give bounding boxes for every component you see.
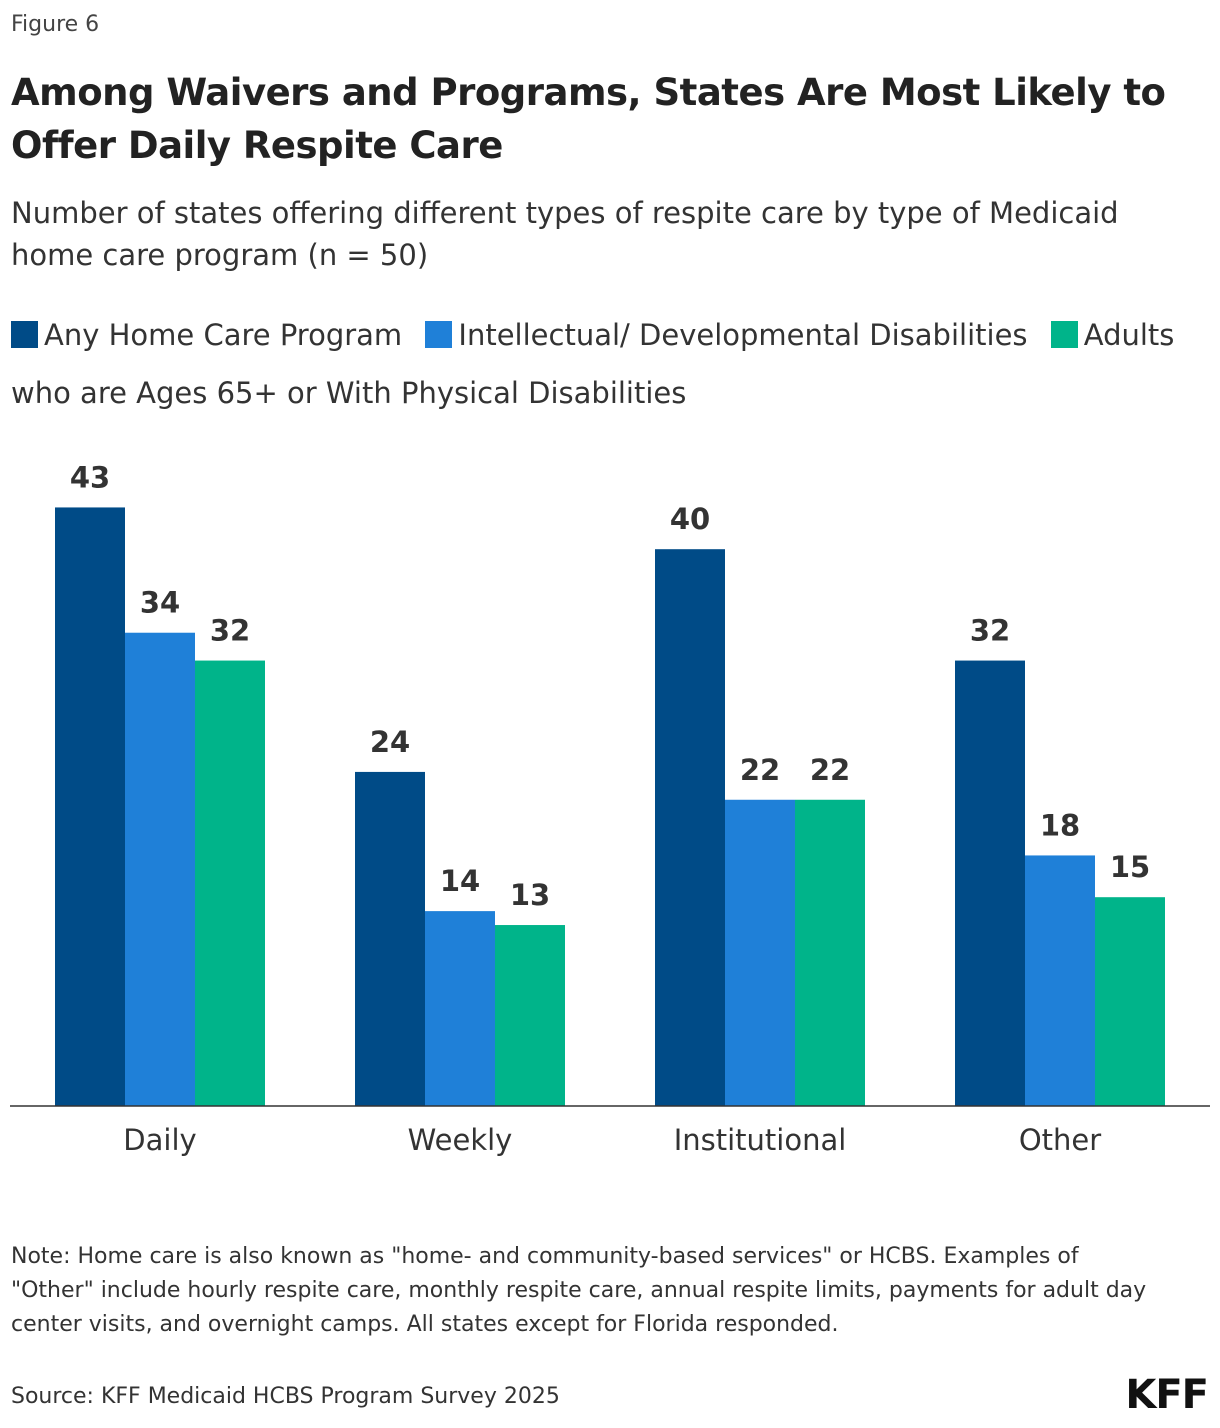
data-label: 14 xyxy=(440,864,480,898)
kff-logo: KFF xyxy=(1125,1372,1209,1418)
legend-swatch xyxy=(425,321,453,348)
bar xyxy=(1095,897,1165,1106)
legend-swatch xyxy=(11,321,38,348)
bar xyxy=(495,925,565,1106)
legend-item: Intellectual/ Developmental Disabilities xyxy=(425,318,1028,352)
legend-item: Any Home Care Program xyxy=(11,318,402,352)
data-label: 32 xyxy=(970,614,1010,648)
legend-swatch xyxy=(1050,321,1078,348)
chart-subtitle: Number of states offering different type… xyxy=(11,196,1119,272)
legend: Any Home Care Program Intellectual/ Deve… xyxy=(11,306,1216,422)
x-tick-label: Institutional xyxy=(674,1123,847,1157)
legend-item: Adults who are Ages 65+ or With Physical… xyxy=(11,318,1174,410)
data-label: 22 xyxy=(740,753,780,787)
bar xyxy=(655,549,725,1106)
x-tick-label: Other xyxy=(1019,1123,1101,1157)
data-label: 15 xyxy=(1110,850,1150,884)
bar xyxy=(125,632,195,1106)
bar xyxy=(725,799,795,1106)
bar xyxy=(195,660,265,1106)
bar xyxy=(425,911,495,1106)
data-label: 34 xyxy=(140,586,180,620)
x-tick-label: Weekly xyxy=(408,1123,513,1157)
bar xyxy=(55,507,125,1106)
chart-note: Note: Home care is also known as "home- … xyxy=(11,1244,1147,1337)
bar xyxy=(955,660,1025,1106)
legend-label: Intellectual/ Developmental Disabilities xyxy=(458,318,1028,352)
bar-chart: 43 34 32 Daily 24 14 13 Weekly 40 22 22 Institution… xyxy=(10,460,1210,1157)
x-tick-label: Daily xyxy=(123,1123,196,1157)
chart-title: Among Waivers and Programs, States Are M… xyxy=(11,71,1166,167)
data-label: 22 xyxy=(810,753,850,787)
data-label: 13 xyxy=(510,878,550,912)
data-label: 24 xyxy=(370,725,410,759)
chart-source: Source: KFF Medicaid HCBS Program Survey… xyxy=(11,1384,560,1409)
bar xyxy=(795,799,865,1106)
data-label: 18 xyxy=(1040,808,1080,842)
data-label: 32 xyxy=(210,614,250,648)
data-label: 43 xyxy=(70,460,110,494)
data-label: 40 xyxy=(670,502,710,536)
legend-label: Any Home Care Program xyxy=(44,318,403,352)
legend-label: Adults who are Ages 65+ or With Physical… xyxy=(11,318,1175,410)
figure-label: Figure 6 xyxy=(11,12,100,37)
bar xyxy=(1025,855,1095,1106)
bar xyxy=(355,771,425,1106)
